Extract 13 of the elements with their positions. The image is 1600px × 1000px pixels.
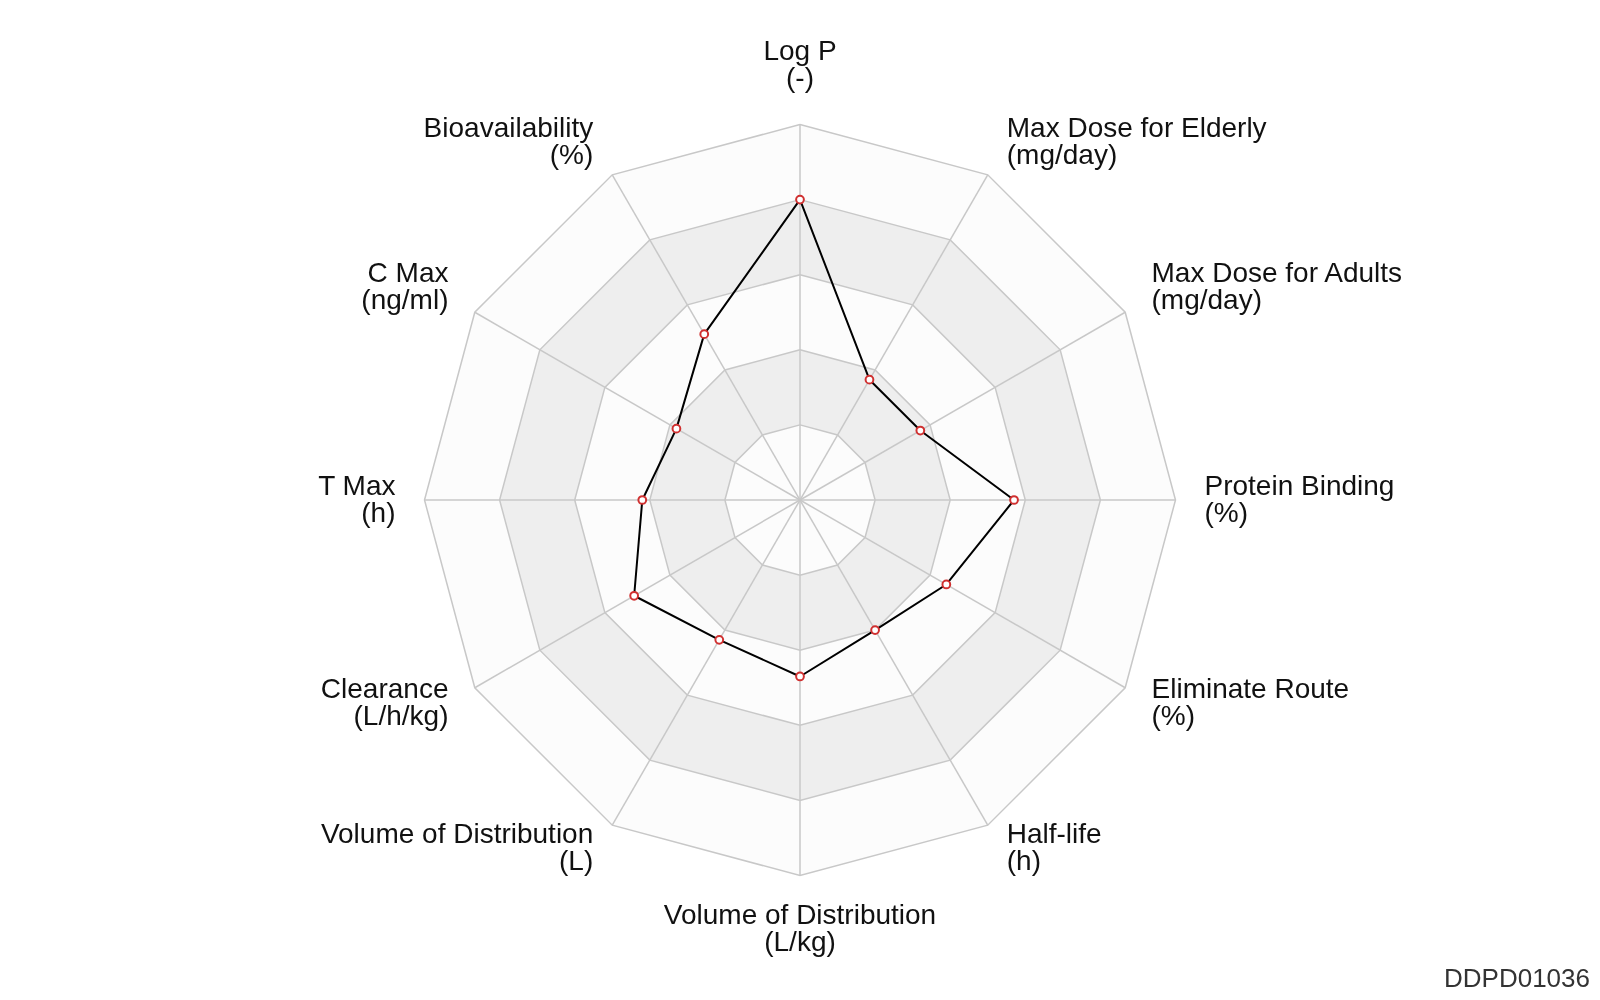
text: DDPD01036 — [1444, 963, 1590, 993]
spoke-label: T Max (h) — [318, 469, 396, 528]
spoke-label: Bioavailability (%) — [423, 112, 594, 171]
spoke-label: C Max (ng/ml) — [361, 257, 449, 316]
spoke-label: Volume of Distribution (L) — [320, 817, 594, 876]
spoke-label: Eliminate Route (%) — [1151, 672, 1350, 731]
spoke-label: Max Dose for Adults (mg/day) — [1151, 257, 1403, 316]
spoke-label: Protein Binding (%) — [1204, 469, 1395, 528]
spoke-label: Half-life (h) — [1006, 817, 1102, 876]
spoke-label: Max Dose for Elderly (mg/day) — [1006, 112, 1267, 171]
spoke-label: Log P (-) — [763, 34, 837, 93]
spoke-label: Volume of Distribution (L/kg) — [663, 898, 937, 957]
spoke-label: Clearance (L/h/kg) — [320, 672, 449, 731]
